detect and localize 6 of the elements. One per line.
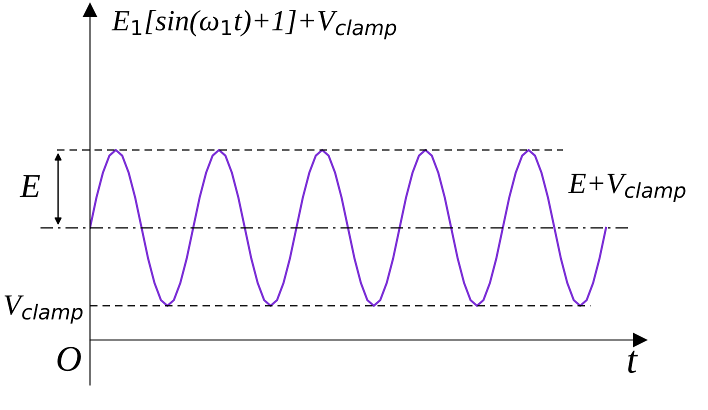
y-axis-title: E$_{1}$[sin(ω$_{1}$t)+1]+V$_{clamp}$ xyxy=(112,10,396,40)
x-axis-title: t xyxy=(628,350,638,374)
ref-line-label: V$_{clamp}$ xyxy=(4,295,83,324)
text: O xyxy=(57,346,81,372)
ref-line-label: E+V$_{clamp}$ xyxy=(568,174,686,202)
text: E xyxy=(20,175,40,197)
